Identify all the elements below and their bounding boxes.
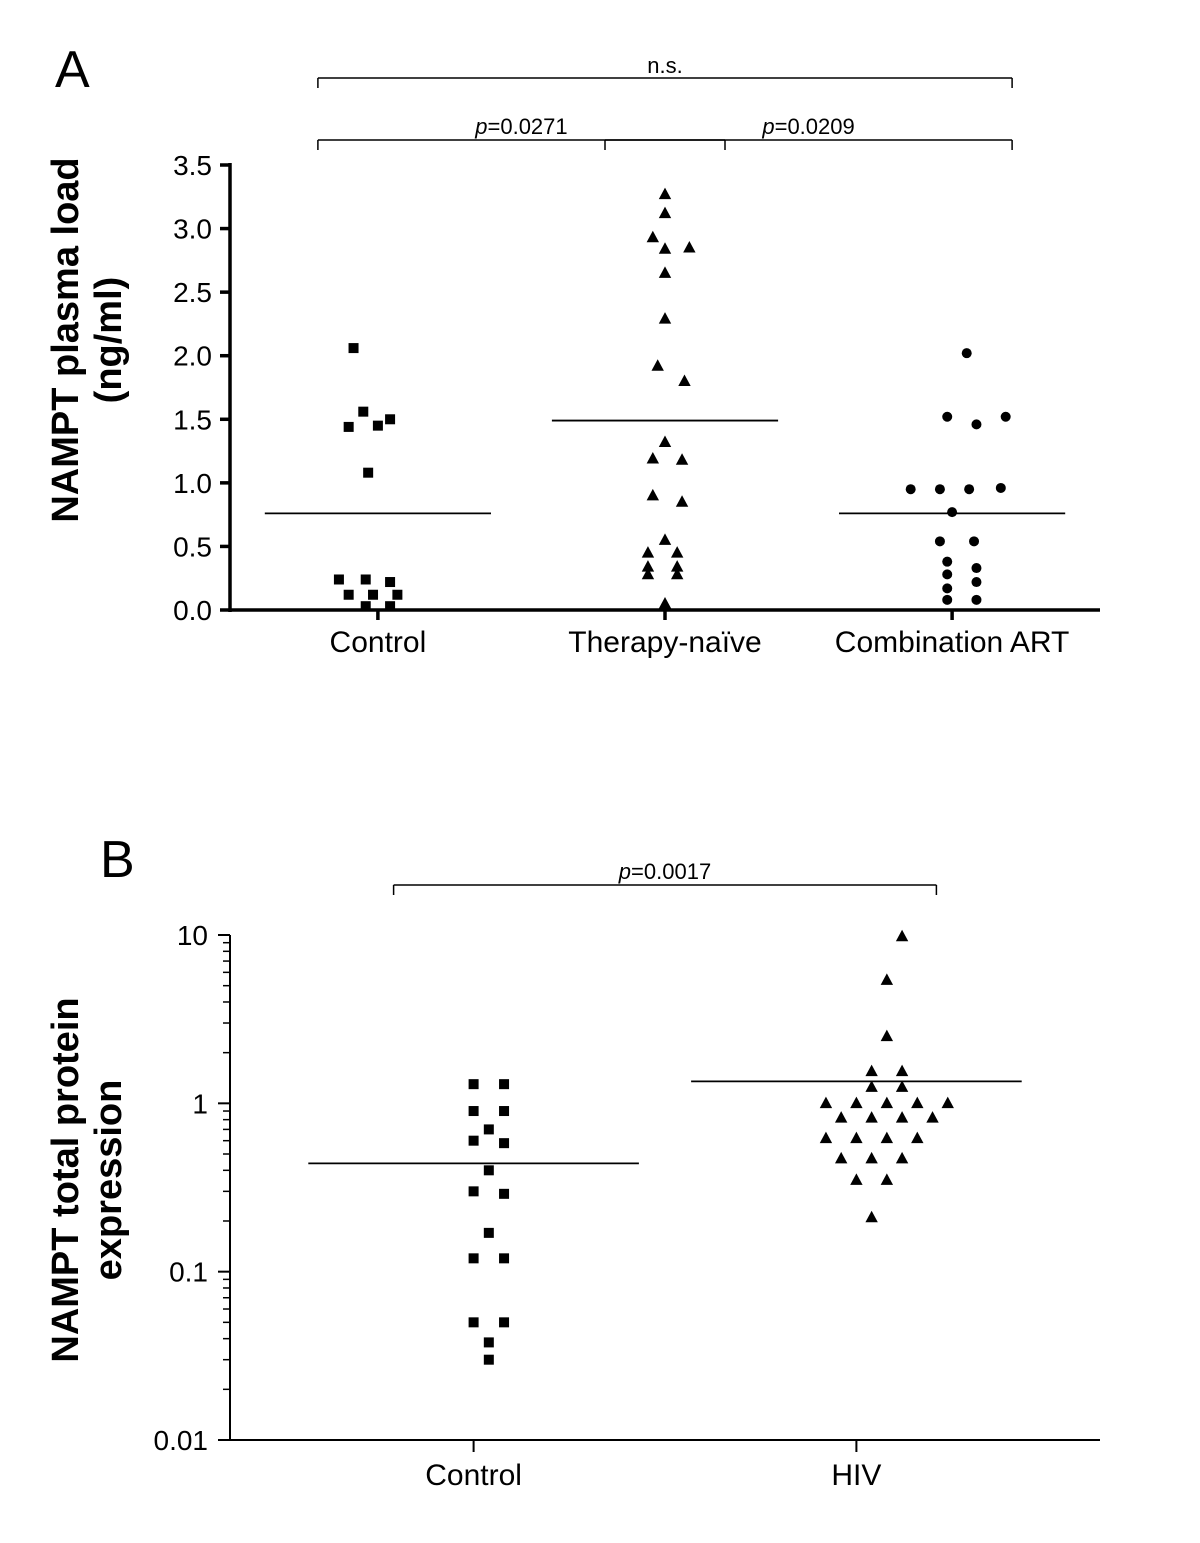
svg-text:1.0: 1.0: [173, 468, 212, 499]
svg-text:Therapy-naïve: Therapy-naïve: [568, 626, 761, 659]
svg-text:2.0: 2.0: [173, 341, 212, 372]
svg-text:0.0: 0.0: [173, 595, 212, 626]
svg-text:Combination ART: Combination ART: [835, 626, 1070, 659]
svg-text:0.1: 0.1: [169, 1257, 208, 1288]
panel-a-chart: 0.0 0.5 1.0 1.5 2.0 2.5 3.0 3.5 Control Therapy-n…: [0, 0, 1200, 720]
svg-text:0.5: 0.5: [173, 531, 212, 562]
panel-b-chart: 0.01 0.1 1 10 Control HIV p=0.0017: [0, 800, 1200, 1540]
svg-text:p=0.0271: p=0.0271: [474, 114, 567, 139]
svg-text:HIV: HIV: [831, 1459, 881, 1492]
svg-text:10: 10: [177, 920, 208, 951]
svg-text:1: 1: [192, 1088, 208, 1119]
svg-text:p=0.0017: p=0.0017: [618, 859, 711, 884]
svg-text:3.5: 3.5: [173, 150, 212, 181]
svg-text:1.5: 1.5: [173, 404, 212, 435]
svg-text:Control: Control: [425, 1459, 522, 1492]
svg-text:3.0: 3.0: [173, 214, 212, 245]
figure-page: A NAMPT plasma load (ng/ml) 0.00.51.01.5…: [0, 0, 1200, 1543]
svg-text:p=0.0209: p=0.0209: [761, 114, 854, 139]
svg-text:Control: Control: [330, 626, 427, 659]
svg-text:2.5: 2.5: [173, 277, 212, 308]
svg-text:n.s.: n.s.: [647, 53, 682, 78]
svg-text:0.01: 0.01: [154, 1425, 209, 1456]
